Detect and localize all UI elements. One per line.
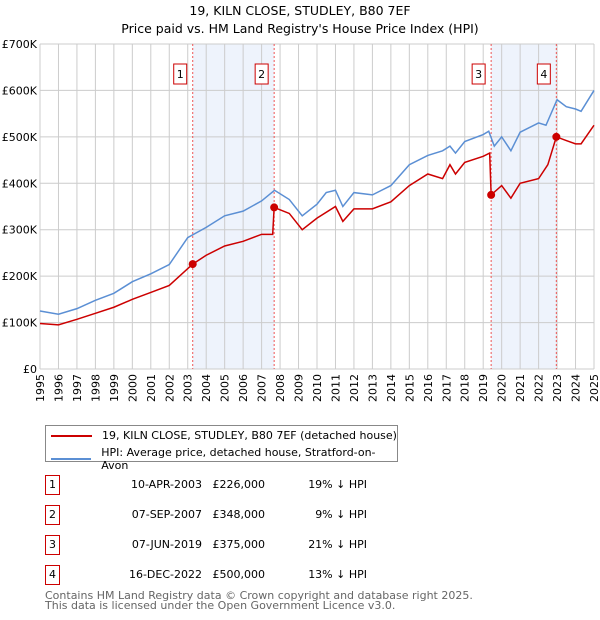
- legend-label-property: 19, KILN CLOSE, STUDLEY, B80 7EF (detach…: [102, 429, 397, 442]
- x-tick-label: 2019: [477, 374, 490, 402]
- legend-swatch-property: [51, 434, 92, 437]
- chart-plot: 1995 1996 1997 1998 1999 2000 2001 2002 2003 2004…: [2, 38, 600, 402]
- sale-price: £226,000: [212, 478, 266, 491]
- sale-price: £500,000: [212, 568, 266, 581]
- sale-hpi-diff: 21% ↓ HPI: [308, 538, 367, 551]
- sale-label-box: [173, 63, 188, 85]
- x-tick-label: 2012: [348, 374, 361, 402]
- x-tick-label: 2024: [570, 374, 583, 402]
- sale-hpi-diff: 19% ↓ HPI: [308, 478, 367, 491]
- sale-hpi-diff: 13% ↓ HPI: [308, 568, 367, 581]
- x-tick-label: 2004: [200, 374, 213, 402]
- legend-swatch-hpi: [51, 458, 92, 460]
- sale-date: 16-DEC-2022: [128, 568, 202, 581]
- x-tick-label: 2021: [514, 374, 527, 402]
- x-tick-label: 2010: [311, 374, 324, 402]
- sale-badge: 4: [45, 565, 60, 585]
- x-tick-label: 2009: [293, 374, 306, 402]
- y-tick-label: £600K: [2, 84, 38, 97]
- x-tick-label: 2016: [422, 374, 435, 402]
- sale-label: 4: [540, 68, 547, 81]
- sale-label-box: [254, 63, 269, 85]
- sale-point: [487, 190, 496, 199]
- sale-badge: 2: [45, 505, 60, 525]
- y-tick-label: £0: [23, 363, 37, 376]
- legend-label-hpi: HPI: Average price, detached house, Stra…: [101, 446, 376, 472]
- x-tick-label: 1999: [108, 374, 121, 402]
- legend: 19, KILN CLOSE, STUDLEY, B80 7EF (detach…: [45, 425, 398, 472]
- y-tick-label: £100K: [2, 317, 38, 330]
- y-tick-label: £700K: [2, 38, 38, 51]
- x-tick-label: 2025: [588, 374, 600, 402]
- x-tick-label: 2020: [496, 374, 509, 402]
- x-tick-label: 1997: [71, 374, 84, 402]
- y-tick-label: £500K: [2, 131, 38, 144]
- sale-row: 2 07-SEP-2007 £348,000 9% ↓ HPI: [45, 505, 445, 525]
- sale-date: 10-APR-2003: [130, 478, 202, 491]
- sale-row: 4 16-DEC-2022 £500,000 13% ↓ HPI: [45, 565, 445, 585]
- x-tick-label: 2022: [533, 374, 546, 402]
- x-tick-label: 2017: [440, 374, 453, 402]
- y-tick-label: £300K: [2, 224, 38, 237]
- sale-point: [270, 203, 279, 212]
- x-tick-label: 2015: [403, 374, 416, 402]
- x-tick-label: 2011: [329, 374, 342, 402]
- sale-price: £348,000: [212, 508, 266, 521]
- sale-label-box: [471, 63, 486, 85]
- sale-badge: 3: [45, 535, 60, 555]
- chart-subtitle: Price paid vs. HM Land Registry's House …: [121, 21, 479, 36]
- chart-title: 19, KILN CLOSE, STUDLEY, B80 7EF: [189, 3, 411, 18]
- x-tick-label: 2000: [126, 374, 139, 402]
- x-tick-label: 2003: [182, 374, 195, 402]
- x-tick-label: 2007: [256, 374, 269, 402]
- y-tick-label: £400K: [2, 177, 38, 190]
- sale-badge: 1: [45, 475, 60, 495]
- x-tick-label: 1998: [89, 374, 102, 402]
- x-tick-label: 2018: [459, 374, 472, 402]
- sale-row: 3 07-JUN-2019 £375,000 21% ↓ HPI: [45, 535, 445, 555]
- x-tick-label: 1995: [34, 374, 47, 402]
- sale-date: 07-SEP-2007: [131, 508, 202, 521]
- sale-hpi-diff: 9% ↓ HPI: [315, 508, 367, 521]
- sale-label: 3: [475, 68, 482, 81]
- footer-licence: This data is licensed under the Open Gov…: [45, 599, 396, 612]
- y-tick-label: £200K: [2, 270, 38, 283]
- sale-row: 1 10-APR-2003 £226,000 19% ↓ HPI: [45, 475, 445, 495]
- x-tick-label: 2002: [163, 374, 176, 402]
- sale-label: 1: [177, 68, 184, 81]
- footer: Contains HM Land Registry data © Crown c…: [45, 589, 473, 612]
- hpi-line: [39, 90, 595, 315]
- shaded-period: [491, 44, 557, 369]
- x-tick-label: 2001: [145, 374, 158, 402]
- x-tick-label: 2023: [551, 374, 564, 402]
- x-tick-label: 2006: [237, 374, 250, 402]
- sale-label-box: [536, 63, 551, 85]
- sale-point: [188, 260, 197, 269]
- sale-point: [552, 132, 561, 141]
- x-tick-label: 1996: [52, 374, 65, 402]
- footer-copyright: Contains HM Land Registry data © Crown c…: [45, 589, 473, 602]
- x-tick-label: 2008: [274, 374, 287, 402]
- x-tick-label: 2013: [366, 374, 379, 402]
- sale-price: £375,000: [212, 538, 266, 551]
- sale-label: 2: [258, 68, 265, 81]
- x-tick-label: 2005: [219, 374, 232, 402]
- x-tick-label: 2014: [385, 374, 398, 402]
- property-price-line: [39, 124, 595, 326]
- sale-date: 07-JUN-2019: [131, 538, 202, 551]
